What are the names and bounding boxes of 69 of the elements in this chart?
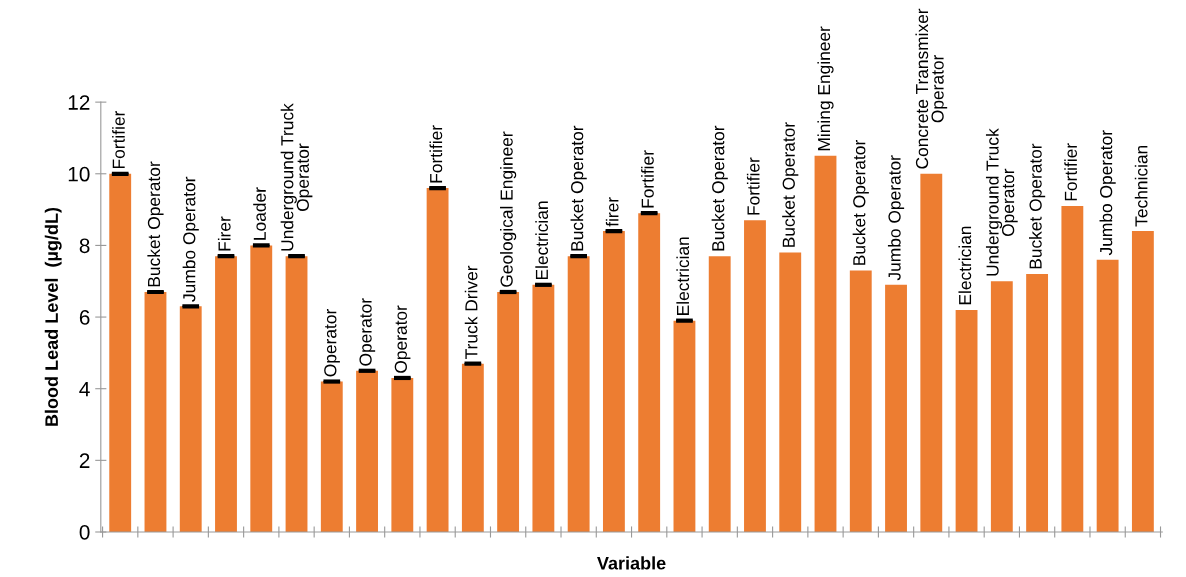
y-tick-label: 2 bbox=[79, 453, 90, 468]
bar bbox=[532, 284, 555, 532]
bar bbox=[920, 173, 943, 532]
x-tick-label: Electrician bbox=[676, 237, 690, 315]
x-tick-label: Fortifier bbox=[1064, 143, 1078, 201]
y-axis-title: Blood Lead Level (µg/dL) bbox=[44, 207, 62, 426]
x-tick-label: Electrician bbox=[958, 226, 972, 305]
y-tick-label: 10 bbox=[68, 166, 90, 182]
x-tick-label: Fortifier bbox=[429, 125, 443, 183]
x-tick-label: Loader bbox=[253, 187, 266, 240]
bar bbox=[426, 188, 449, 532]
x-tick-label: Operator bbox=[324, 309, 340, 377]
bar bbox=[285, 256, 308, 532]
bar bbox=[814, 155, 837, 532]
bar bbox=[708, 256, 731, 532]
x-tick-label: firer bbox=[605, 197, 619, 227]
bar bbox=[602, 231, 625, 532]
bar bbox=[215, 256, 237, 532]
bar bbox=[1131, 231, 1154, 532]
bar bbox=[109, 173, 132, 532]
bar bbox=[638, 213, 661, 532]
bar bbox=[990, 281, 1013, 532]
y-tick-label: 0 bbox=[79, 525, 90, 540]
bar bbox=[320, 381, 343, 532]
y-tick-label: 12 bbox=[68, 95, 90, 110]
x-tick-label: Underground Truck Operator bbox=[280, 103, 313, 251]
x-tick-label: Bucket Operator bbox=[570, 125, 587, 251]
bar bbox=[391, 377, 414, 532]
bar bbox=[1026, 274, 1049, 532]
x-tick-label: Electrician bbox=[535, 201, 549, 280]
bar bbox=[673, 320, 696, 532]
x-tick-label: Bucket Operator bbox=[782, 122, 799, 247]
x-tick-label: Mining Engineer bbox=[817, 26, 834, 151]
x-tick-label: Operator bbox=[394, 305, 411, 373]
bar bbox=[885, 284, 907, 532]
x-tick-label: Fortifier bbox=[641, 150, 654, 208]
x-tick-label: Bucket Operator bbox=[147, 161, 164, 287]
bar bbox=[497, 291, 520, 532]
x-tick-label: Operator bbox=[359, 298, 376, 366]
x-tick-label: Bucket Operator bbox=[1029, 143, 1046, 269]
bar bbox=[955, 309, 978, 532]
bar bbox=[179, 306, 202, 532]
x-tick-label: Truck Driver bbox=[464, 265, 478, 359]
x-tick-label: Bucket Operator bbox=[852, 140, 869, 265]
bar bbox=[461, 363, 484, 532]
x-tick-label: Firer bbox=[217, 216, 231, 251]
y-tick-label: 8 bbox=[79, 238, 90, 254]
y-tick-label: 6 bbox=[79, 310, 90, 325]
x-tick-label: Fortifier bbox=[746, 157, 760, 215]
x-tick-label: Jumbo Operator bbox=[182, 176, 199, 302]
x-tick-label: Concrete Transmixer Operator bbox=[915, 8, 948, 169]
bar bbox=[849, 270, 872, 532]
bar bbox=[144, 291, 167, 532]
bar bbox=[1061, 206, 1084, 532]
x-tick-label: Fortifier bbox=[112, 110, 125, 169]
x-tick-label: Jumbo Operator bbox=[1099, 130, 1116, 256]
y-tick-label: 4 bbox=[79, 381, 90, 397]
bar bbox=[567, 256, 590, 532]
bar bbox=[250, 245, 273, 532]
x-tick-label: Bucket Operator bbox=[711, 125, 728, 251]
bar bbox=[779, 252, 802, 532]
x-tick-label: Geological Engineer bbox=[500, 131, 517, 287]
bar bbox=[1096, 259, 1119, 532]
x-tick-label: Technician bbox=[1134, 145, 1148, 227]
x-tick-label: Underground Truck Operator bbox=[985, 128, 1018, 276]
bar bbox=[356, 370, 378, 532]
x-axis-title: Variable bbox=[597, 556, 666, 570]
x-tick-label: Jumbo Operator bbox=[887, 155, 905, 281]
bar bbox=[744, 220, 766, 532]
